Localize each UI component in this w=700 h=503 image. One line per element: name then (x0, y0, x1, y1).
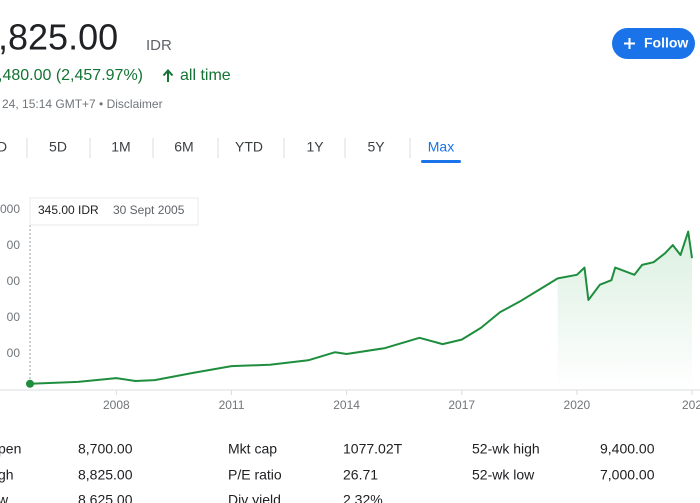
y-tick-label: 00 (7, 346, 21, 360)
follow-button[interactable]: Follow (612, 28, 695, 59)
tab[interactable]: 1M (111, 139, 130, 155)
tooltip (29, 197, 199, 226)
y-tick-label: 00 (7, 274, 21, 288)
stat-label: gh (0, 467, 14, 483)
tab[interactable]: Max (428, 139, 454, 155)
change-period: all time (180, 67, 231, 84)
stat-label: Div yield (228, 492, 281, 503)
area-fade (557, 231, 692, 390)
x-tick-label: 2008 (103, 398, 130, 412)
stat-value: 1077.02T (343, 441, 403, 457)
stat-label: pen (0, 441, 21, 457)
currency: IDR (146, 37, 172, 54)
x-tick-label: 2014 (333, 398, 360, 412)
tab[interactable]: 6M (174, 139, 193, 155)
tab-underline (421, 160, 461, 163)
tab[interactable]: D (0, 139, 7, 155)
follow-bg[interactable] (612, 28, 695, 59)
stat-label: Mkt cap (228, 441, 277, 457)
up-arrow (162, 69, 174, 82)
stat-value: 26.71 (343, 467, 378, 483)
y-tick-label: 00 (7, 238, 21, 252)
tab[interactable]: 1Y (306, 139, 324, 155)
stat-value: 7,000.00 (600, 467, 655, 483)
tooltip-date: 30 Sept 2005 (113, 203, 185, 217)
plus-icon (624, 38, 635, 49)
stats: pen 8,700.00 Mkt cap 1077.02T 52-wk high 9,40… (0, 441, 655, 503)
x-tick-label: 2017 (448, 398, 475, 412)
tab[interactable]: 5D (49, 139, 67, 155)
stat-value: 9,400.00 (600, 441, 655, 457)
price-line (29, 230, 693, 385)
stat-label: 52-wk low (472, 467, 535, 483)
x-tick-label: 202 (682, 398, 700, 412)
tooltip-value: 345.00 IDR (38, 203, 99, 217)
y-tick-label: 000 (0, 202, 20, 216)
stat-value: 8,700.00 (78, 441, 133, 457)
stat-label: 52-wk high (472, 441, 540, 457)
tab[interactable]: 5Y (367, 139, 385, 155)
change: ,480.00 (2,457.97%) (0, 67, 143, 84)
stat-label: P/E ratio (228, 467, 282, 483)
stat-value: 2.32% (343, 492, 383, 503)
follow-label[interactable]: Follow (644, 35, 688, 51)
y-tick-label: 00 (7, 310, 21, 324)
stat-value: 8,625.00 (78, 492, 133, 503)
stat-value: 8,825.00 (78, 467, 133, 483)
hover-dot (26, 379, 34, 388)
stat-label: w (0, 492, 9, 503)
tabs: D 5D 1M 6M YTD 1Y 5Y Max (0, 138, 461, 163)
x-tick-label: 2020 (564, 398, 591, 412)
tab[interactable]: YTD (235, 139, 263, 155)
x-tick-label: 2011 (219, 398, 245, 412)
price: ,825.00 (0, 17, 118, 58)
timestamp: 24, 15:14 GMT+7 • Disclaimer (2, 97, 163, 111)
